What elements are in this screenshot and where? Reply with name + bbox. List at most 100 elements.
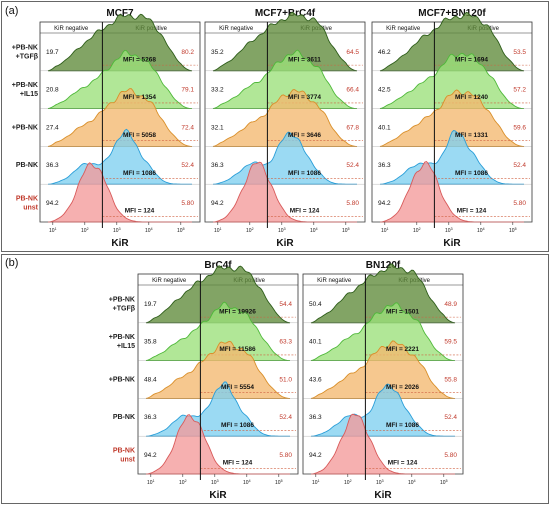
- panel-b-row-label: +PB-NK: [109, 334, 135, 341]
- chart-0-tick-label-4: 105: [177, 227, 185, 234]
- chart-0-histogram-row-2: [47, 88, 193, 147]
- chart-3-tick-exponent-4: 5: [281, 479, 283, 483]
- chart-0-mfi-0: MFI = 5268: [123, 56, 156, 63]
- chart-0-negative-pct-2: 27.4: [46, 124, 59, 131]
- chart-1-tick-label-2: 103: [278, 227, 286, 234]
- chart-4-histogram-row-2: [310, 340, 456, 399]
- panel-label-a: (a): [5, 5, 18, 17]
- chart-1-tick-label-1: 102: [246, 227, 254, 234]
- panel-a-row-label: PB-NK: [16, 162, 38, 169]
- chart-0-tick-label-3: 104: [145, 227, 153, 234]
- chart-1-histograms: [205, 12, 365, 223]
- chart-1-tick-label-0: 101: [214, 227, 222, 234]
- chart-3-negative-pct-4: 94.2: [144, 452, 157, 459]
- chart-0-xlabel: KiR: [111, 238, 129, 249]
- chart-2-tick-exponent-0: 1: [387, 227, 389, 231]
- chart-2-tick-exponent-4: 5: [515, 227, 517, 231]
- chart-4-title: BN120f: [366, 260, 401, 271]
- chart-1-positive-pct-1: 66.4: [346, 87, 359, 94]
- chart-3-histogram-row-1: [145, 301, 291, 362]
- chart-4-positive-pct-0: 48.9: [444, 301, 457, 308]
- chart-1-histogram-row-0: [212, 12, 358, 72]
- chart-4-header-negative: KiR negative: [317, 278, 352, 284]
- chart-3-mfi-2: MFI = 5554: [221, 384, 254, 391]
- panel-b-row-label: +IL15: [117, 343, 135, 350]
- chart-3-histogram-row-0: [145, 265, 291, 324]
- chart-0-mfi-2: MFI = 5058: [123, 132, 156, 139]
- chart-1-positive-pct-2: 67.8: [346, 124, 359, 131]
- chart-2-mfi-1: MFI = 1240: [455, 94, 488, 101]
- chart-4-histograms: [303, 263, 463, 475]
- chart-2-negative-pct-0: 46.2: [378, 49, 391, 56]
- chart-1-tick-label-4: 105: [342, 227, 350, 234]
- chart-0-positive-pct-1: 79.1: [181, 87, 194, 94]
- chart-0-histogram-row-3: [47, 128, 192, 185]
- panel-b-row-label: PB-NK: [113, 414, 135, 421]
- chart-3-positive-pct-1: 63.3: [279, 339, 292, 346]
- chart-1-tick-label-3: 104: [310, 227, 318, 234]
- chart-4-mfi-3: MFI = 1086: [386, 422, 419, 429]
- panel-a-row-label: +PB-NK: [12, 44, 38, 51]
- chart-3-tick-label-3: 104: [243, 479, 251, 486]
- chart-0-mfi-1: MFI = 1354: [123, 94, 156, 101]
- chart-4-xlabel: KiR: [374, 490, 392, 501]
- chart-0-tick-exponent-2: 3: [119, 227, 121, 231]
- chart-0-mfi-4: MFI = 124: [125, 208, 155, 215]
- chart-3-tick-label-0: 101: [147, 479, 155, 486]
- chart-2-tick-exponent-1: 2: [419, 227, 421, 231]
- chart-2-negative-pct-3: 36.3: [378, 162, 391, 169]
- chart-2-histogram-row-0: [379, 11, 525, 72]
- panel-b-row-label: +TGFβ: [113, 305, 136, 312]
- chart-3-xlabel: KiR: [209, 490, 227, 501]
- chart-3-positive-pct-4: 5.80: [279, 452, 292, 459]
- chart-1-tick-exponent-2: 3: [284, 227, 286, 231]
- chart-0-mfi-3: MFI = 1086: [123, 170, 156, 177]
- chart-0-histograms: [40, 13, 200, 223]
- chart-4-negative-pct-3: 36.3: [309, 414, 322, 421]
- chart-0-negative-pct-0: 19.7: [46, 49, 59, 56]
- chart-4-mfi-1: MFI = 2221: [386, 346, 419, 353]
- chart-3-mfi-0: MFI = 19926: [219, 308, 256, 315]
- chart-2-negative-pct-4: 94.2: [378, 200, 391, 207]
- chart-4-tick-label-2: 103: [376, 479, 384, 486]
- chart-3-mfi-3: MFI = 1086: [221, 422, 254, 429]
- chart-1-positive-pct-3: 52.4: [346, 162, 359, 169]
- chart-3-tick-exponent-2: 3: [217, 479, 219, 483]
- chart-4-tick-exponent-0: 1: [318, 479, 320, 483]
- chart-3-title: BrC4f: [204, 260, 232, 271]
- chart-4-histogram-row-3: [310, 383, 455, 437]
- chart-4-negative-pct-2: 43.6: [309, 376, 322, 383]
- chart-4-negative-pct-1: 40.1: [309, 339, 322, 346]
- chart-1-histogram-row-1: [212, 49, 358, 110]
- chart-1-mfi-0: MFI = 3611: [288, 56, 321, 63]
- chart-2-xlabel: KiR: [443, 238, 461, 249]
- chart-2-mfi-2: MFI = 1331: [455, 132, 488, 139]
- chart-4-positive-pct-1: 59.5: [444, 339, 457, 346]
- chart-3-mfi-4: MFI = 124: [223, 460, 253, 467]
- chart-3-tick-label-4: 105: [275, 479, 283, 486]
- panel-b-row-label: unst: [120, 456, 135, 463]
- chart-3-positive-pct-3: 52.4: [279, 414, 292, 421]
- chart-4-positive-pct-4: 5.80: [444, 452, 457, 459]
- chart-4-negative-pct-0: 50.4: [309, 301, 322, 308]
- chart-2-histogram-row-2: [379, 89, 525, 147]
- chart-2-negative-pct-2: 40.1: [378, 124, 391, 131]
- chart-0-positive-pct-4: 5.80: [181, 200, 194, 207]
- chart-4-tick-exponent-3: 4: [414, 479, 416, 483]
- chart-1-negative-pct-0: 35.2: [211, 49, 224, 56]
- chart-2-tick-label-2: 103: [445, 227, 453, 234]
- chart-1-mfi-2: MFI = 3646: [288, 132, 321, 139]
- chart-4-histogram-row-1: [310, 302, 456, 362]
- chart-3-negative-pct-1: 35.8: [144, 339, 157, 346]
- chart-0-positive-pct-3: 52.4: [181, 162, 194, 169]
- chart-1-title: MCF7+BrC4f: [255, 8, 316, 19]
- chart-1-negative-pct-1: 33.2: [211, 87, 224, 94]
- chart-1-negative-pct-3: 36.3: [211, 162, 224, 169]
- chart-2-histogram-row-3: [379, 130, 524, 185]
- chart-4-tick-exponent-1: 2: [350, 479, 352, 483]
- chart-2-mfi-0: MFI = 1694: [455, 56, 488, 63]
- chart-0-tick-exponent-1: 2: [87, 227, 89, 231]
- chart-0-negative-pct-4: 94.2: [46, 200, 59, 207]
- chart-1-header-negative: KiR negative: [219, 26, 254, 32]
